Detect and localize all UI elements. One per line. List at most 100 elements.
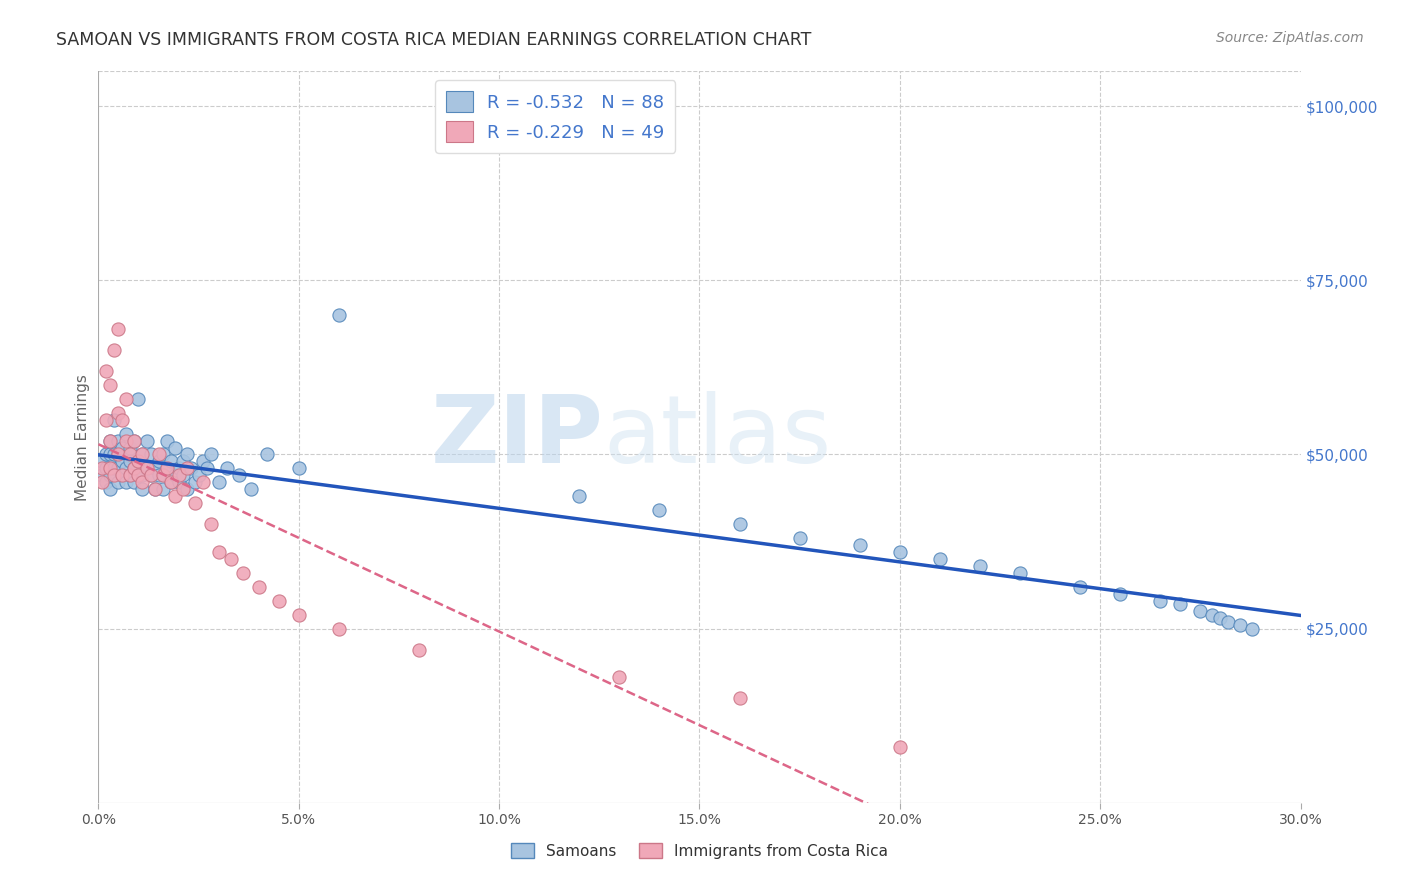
Point	[152, 468, 174, 483]
Point	[408, 642, 430, 657]
Y-axis label: Median Earnings: Median Earnings	[75, 374, 90, 500]
Point	[247, 580, 270, 594]
Point	[135, 461, 157, 475]
Point	[96, 461, 118, 475]
Point	[107, 434, 129, 448]
Point	[208, 475, 231, 490]
Point	[91, 475, 114, 490]
Point	[115, 475, 138, 490]
Point	[107, 448, 129, 462]
Point	[191, 454, 214, 468]
Point	[328, 622, 350, 636]
Point	[115, 461, 138, 475]
Point	[1149, 594, 1171, 608]
Point	[191, 475, 214, 490]
Point	[152, 448, 174, 462]
Point	[148, 468, 170, 483]
Point	[167, 475, 190, 490]
Point	[889, 740, 911, 755]
Point	[172, 483, 194, 497]
Point	[288, 607, 311, 622]
Point	[115, 392, 138, 406]
Point	[1010, 566, 1032, 580]
Point	[1109, 587, 1132, 601]
Point	[111, 412, 134, 426]
Point	[115, 434, 138, 448]
Point	[163, 489, 186, 503]
Point	[267, 594, 290, 608]
Point	[103, 343, 125, 357]
Text: ZIP: ZIP	[430, 391, 603, 483]
Point	[124, 461, 146, 475]
Point	[215, 461, 238, 475]
Point	[135, 434, 157, 448]
Point	[176, 461, 198, 475]
Point	[120, 448, 142, 462]
Point	[124, 461, 146, 475]
Point	[111, 441, 134, 455]
Point	[103, 448, 125, 462]
Point	[195, 461, 218, 475]
Point	[172, 468, 194, 483]
Point	[159, 454, 181, 468]
Point	[148, 448, 170, 462]
Point	[183, 496, 205, 510]
Point	[1189, 604, 1212, 618]
Point	[155, 434, 177, 448]
Point	[143, 461, 166, 475]
Point	[167, 461, 190, 475]
Point	[128, 454, 150, 468]
Point	[1218, 615, 1240, 629]
Point	[167, 468, 190, 483]
Point	[100, 434, 122, 448]
Point	[159, 475, 181, 490]
Point	[929, 552, 952, 566]
Point	[143, 483, 166, 497]
Point	[155, 461, 177, 475]
Point	[200, 448, 222, 462]
Point	[128, 468, 150, 483]
Point	[889, 545, 911, 559]
Point	[131, 468, 153, 483]
Point	[328, 308, 350, 322]
Point	[100, 448, 122, 462]
Point	[111, 468, 134, 483]
Point	[152, 483, 174, 497]
Point	[131, 448, 153, 462]
Point	[728, 691, 751, 706]
Point	[568, 489, 591, 503]
Point	[728, 517, 751, 532]
Point	[187, 468, 209, 483]
Point	[103, 468, 125, 483]
Point	[131, 483, 153, 497]
Point	[1069, 580, 1091, 594]
Point	[91, 468, 114, 483]
Point	[100, 483, 122, 497]
Point	[96, 364, 118, 378]
Point	[120, 441, 142, 455]
Point	[163, 468, 186, 483]
Point	[163, 441, 186, 455]
Point	[648, 503, 671, 517]
Point	[91, 461, 114, 475]
Point	[148, 454, 170, 468]
Point	[100, 377, 122, 392]
Text: atlas: atlas	[603, 391, 831, 483]
Point	[219, 552, 242, 566]
Point	[183, 475, 205, 490]
Point	[103, 412, 125, 426]
Point	[172, 454, 194, 468]
Point	[107, 406, 129, 420]
Point	[120, 468, 142, 483]
Point	[143, 483, 166, 497]
Point	[100, 468, 122, 483]
Point	[789, 531, 811, 545]
Point	[239, 483, 262, 497]
Point	[180, 461, 202, 475]
Point	[849, 538, 872, 552]
Point	[111, 454, 134, 468]
Point	[111, 468, 134, 483]
Point	[176, 483, 198, 497]
Point	[96, 412, 118, 426]
Legend: Samoans, Immigrants from Costa Rica: Samoans, Immigrants from Costa Rica	[505, 837, 894, 864]
